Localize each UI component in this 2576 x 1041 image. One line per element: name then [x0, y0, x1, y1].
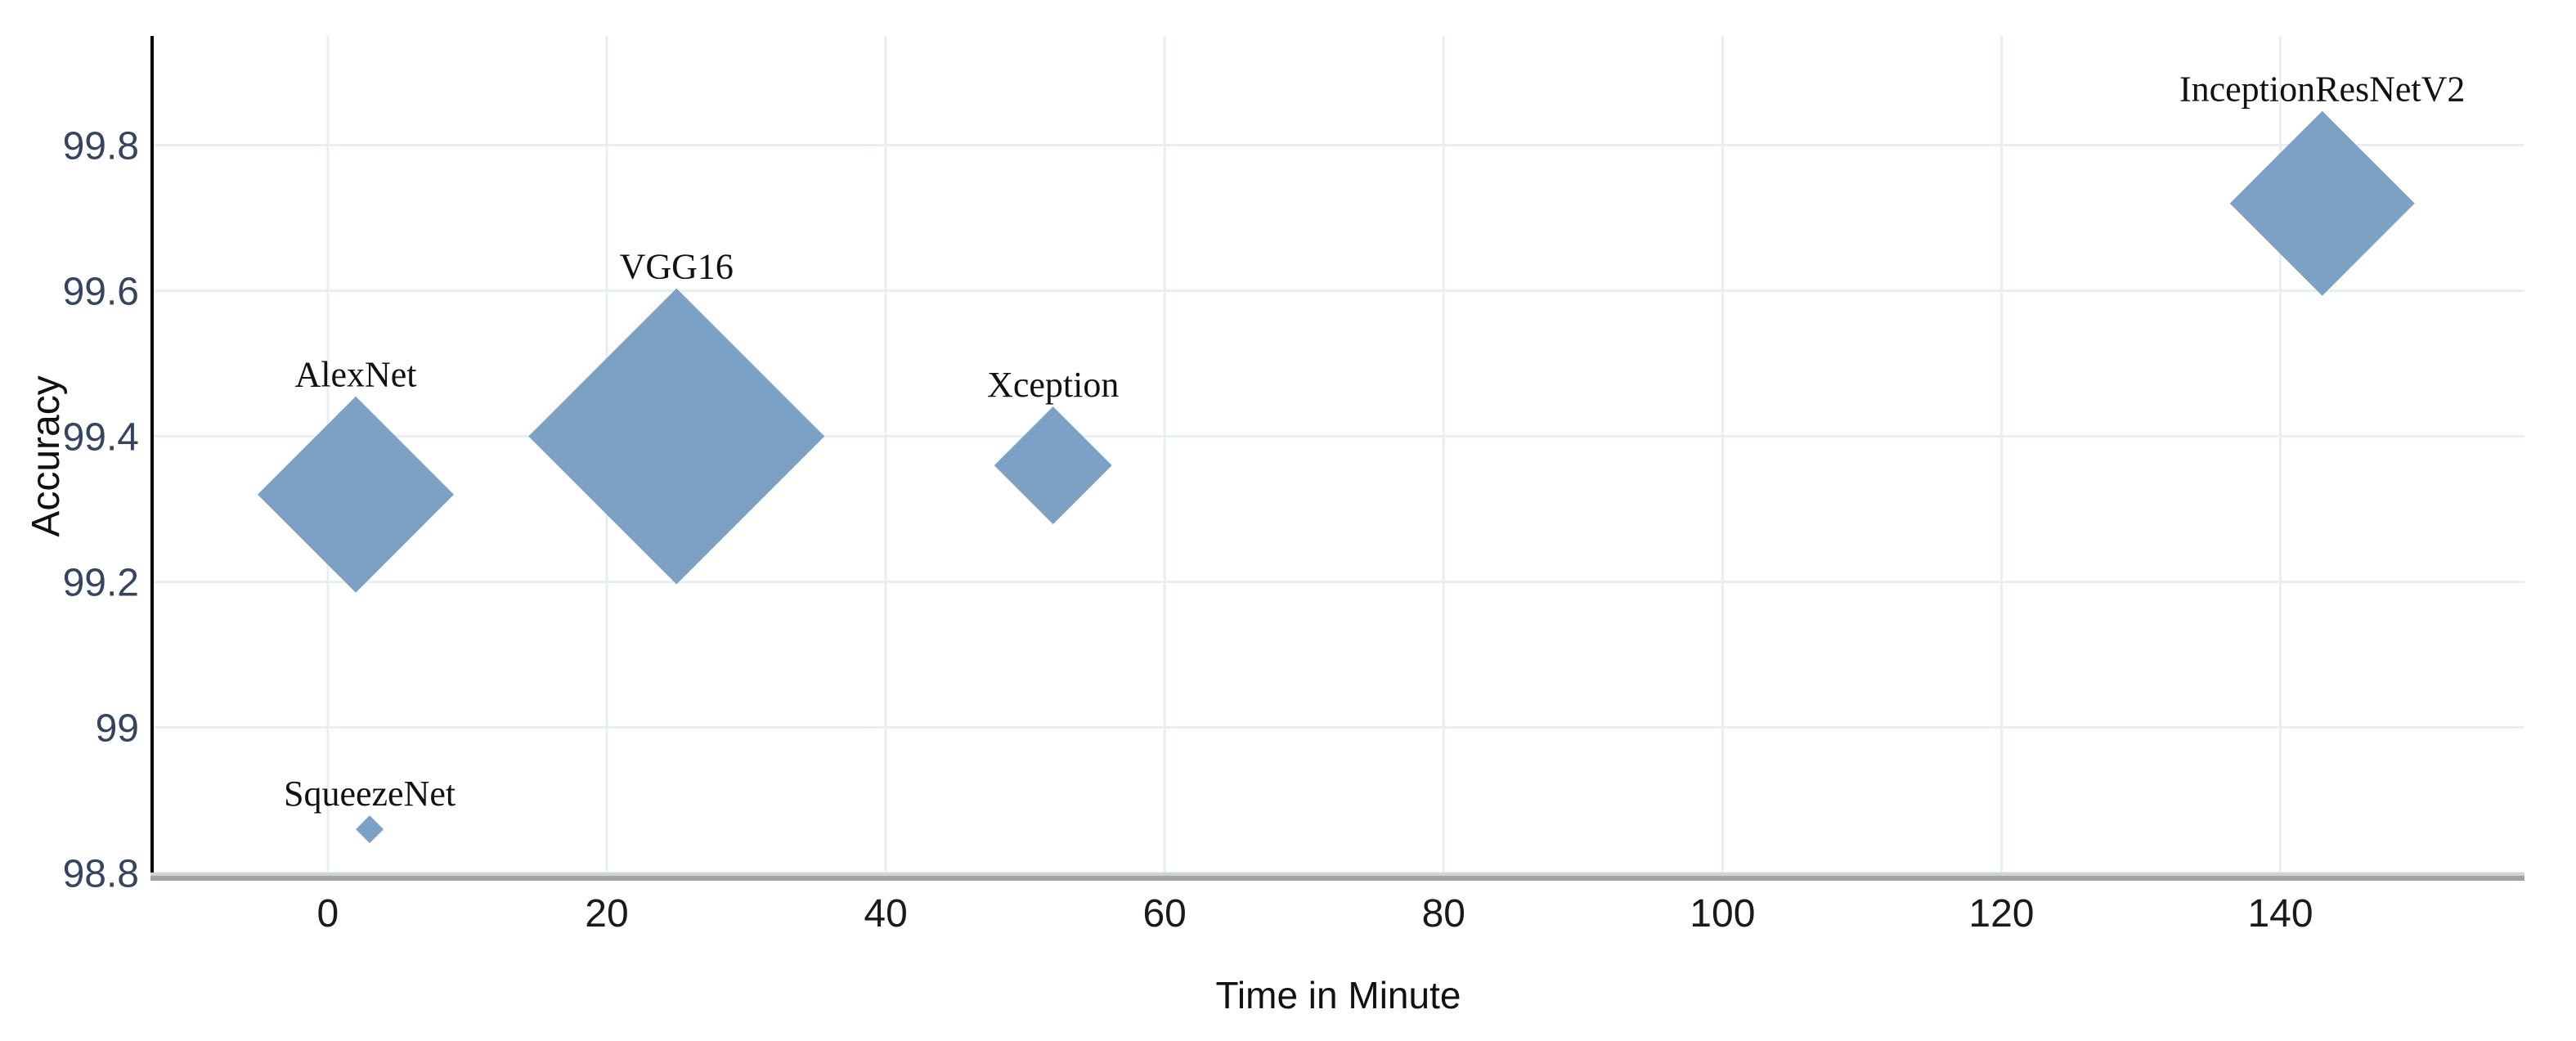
point-label: VGG16: [620, 247, 734, 287]
x-tick-label: 20: [585, 892, 628, 936]
x-tick-label: 40: [864, 892, 907, 936]
x-axis-title: Time in Minute: [1216, 974, 1461, 1016]
y-tick-label: 99.8: [63, 124, 139, 168]
y-tick-label: 99.6: [63, 270, 139, 313]
x-axis-line-highlight: [150, 873, 2524, 876]
data-point-diamond-inceptionresnetv2: [2229, 110, 2415, 296]
data-point-diamond-xception: [994, 406, 1112, 525]
x-tick-label: 140: [2247, 892, 2313, 936]
x-tick-label: 100: [1690, 892, 1755, 936]
point-label: Xception: [987, 365, 1119, 405]
y-tick-label: 99.4: [63, 415, 139, 459]
data-point-diamond-squeezenet: [356, 815, 384, 844]
y-tick-label: 99.2: [63, 561, 139, 604]
x-tick-label: 120: [1968, 892, 2034, 936]
y-tick-label: 99: [96, 707, 139, 750]
data-point-diamond-alexnet: [257, 396, 454, 593]
x-tick-label: 80: [1422, 892, 1465, 936]
point-label: AlexNet: [294, 355, 416, 395]
y-axis-title: Accuracy: [25, 375, 68, 536]
y-tick-label: 98.8: [63, 852, 139, 895]
x-tick-label: 0: [317, 892, 339, 936]
point-label: InceptionResNetV2: [2179, 70, 2465, 110]
data-point-diamond-vgg16: [528, 288, 825, 585]
x-tick-label: 60: [1142, 892, 1186, 936]
x-axis-line: [150, 876, 2524, 881]
point-label: SqueezeNet: [284, 774, 456, 814]
